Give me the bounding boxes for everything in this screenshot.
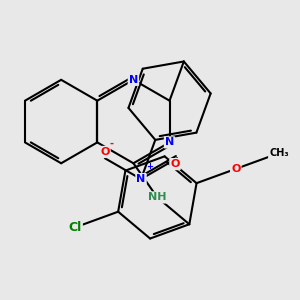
Text: CH₃: CH₃ xyxy=(269,148,289,158)
Text: N: N xyxy=(136,174,146,184)
Text: +: + xyxy=(146,162,153,171)
Text: O: O xyxy=(170,159,180,169)
Text: O: O xyxy=(100,147,110,157)
Text: N: N xyxy=(129,75,138,85)
Text: Cl: Cl xyxy=(68,221,82,234)
Text: -: - xyxy=(109,139,113,148)
Text: O: O xyxy=(231,164,241,174)
Text: N: N xyxy=(165,137,174,147)
Text: NH: NH xyxy=(148,192,166,203)
